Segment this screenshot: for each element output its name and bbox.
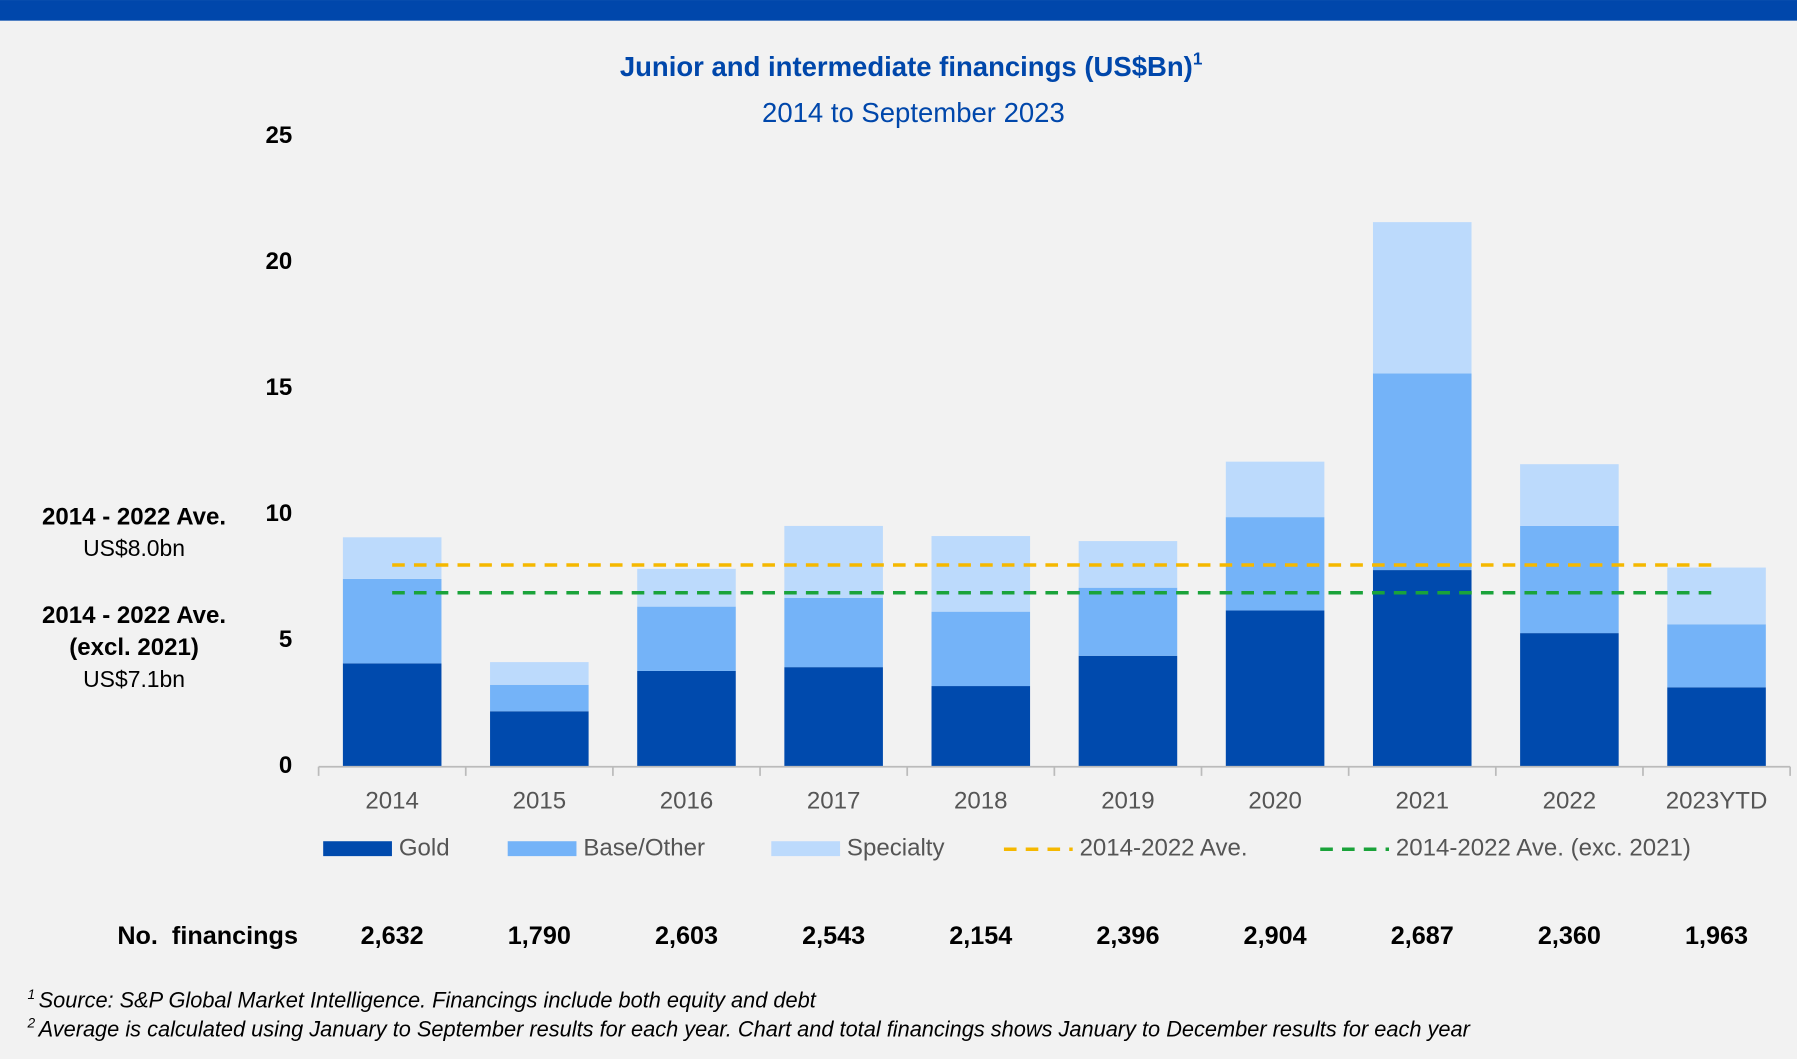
bar-segment bbox=[1520, 464, 1619, 526]
bar-segment bbox=[1520, 525, 1619, 634]
bar-segment bbox=[637, 670, 736, 767]
bar-segment bbox=[1078, 587, 1178, 656]
x-tick-label: 2023YTD bbox=[1666, 788, 1768, 815]
annotation-value: US$8.0bn bbox=[83, 535, 185, 561]
bar-segment bbox=[1078, 655, 1178, 767]
legend-label: 2014-2022 Ave. bbox=[1080, 835, 1248, 862]
financing-count: 1,963 bbox=[1685, 922, 1748, 950]
top-band bbox=[0, 0, 1797, 21]
x-tick-label: 2019 bbox=[1101, 788, 1155, 815]
y-tick-label: 0 bbox=[279, 752, 292, 779]
financing-count: 2,687 bbox=[1391, 922, 1454, 950]
footnote-text: Source: S&P Global Market Intelligence. … bbox=[39, 987, 817, 1012]
financing-count: 2,904 bbox=[1244, 922, 1307, 950]
annotation-title: 2014 - 2022 Ave. bbox=[42, 503, 226, 530]
bar-segment bbox=[342, 537, 442, 579]
annotation-title: (excl. 2021) bbox=[69, 634, 199, 661]
bar-segment bbox=[1372, 373, 1472, 571]
title-text: Junior and intermediate financings (US$B… bbox=[620, 51, 1193, 82]
footnote-text: Average is calculated using January to S… bbox=[37, 1016, 1471, 1041]
legend-swatch bbox=[771, 841, 841, 857]
x-tick-label: 2022 bbox=[1543, 788, 1597, 815]
x-tick-label: 2016 bbox=[660, 788, 714, 815]
y-tick-label: 10 bbox=[265, 500, 292, 527]
footnote-marker: 2 bbox=[27, 1015, 36, 1030]
annotation-value: US$7.1bn bbox=[83, 666, 185, 692]
bar-segment bbox=[1667, 624, 1766, 688]
bar-segment bbox=[1225, 610, 1325, 767]
x-tick-label: 2021 bbox=[1395, 788, 1449, 815]
bar-segment bbox=[1520, 633, 1619, 767]
bar-segment bbox=[1667, 687, 1766, 767]
legend-swatch bbox=[507, 841, 577, 857]
x-tick-label: 2014 bbox=[365, 788, 419, 815]
bar-segment bbox=[637, 568, 736, 607]
bar-segment bbox=[784, 597, 883, 668]
y-tick-label: 15 bbox=[265, 374, 292, 401]
legend-label: Gold bbox=[399, 835, 450, 862]
x-tick-label: 2015 bbox=[513, 788, 567, 815]
y-tick-label: 20 bbox=[265, 248, 292, 275]
legend-label: Specialty bbox=[847, 835, 945, 862]
financing-count: 2,632 bbox=[361, 922, 424, 950]
footnote: 2 Average is calculated using January to … bbox=[27, 1015, 1471, 1041]
bar-segment bbox=[1372, 570, 1472, 767]
bar-segment bbox=[1372, 222, 1472, 374]
bar-segment bbox=[490, 662, 589, 685]
financing-count: 1,790 bbox=[508, 922, 571, 950]
footnote: 1 Source: S&P Global Market Intelligence.… bbox=[28, 986, 817, 1012]
financing-count: 2,603 bbox=[655, 922, 718, 950]
footnote-marker: 1 bbox=[28, 986, 36, 1001]
legend-label: Base/Other bbox=[583, 835, 705, 862]
financing-count: 2,360 bbox=[1538, 922, 1601, 950]
bar-segment bbox=[784, 667, 883, 767]
bar-segment bbox=[490, 711, 589, 767]
bar-segment bbox=[1225, 461, 1325, 518]
x-tick-label: 2017 bbox=[807, 788, 861, 815]
chart-title: Junior and intermediate financings (US$B… bbox=[620, 48, 1203, 82]
bar-segment bbox=[784, 525, 883, 598]
x-tick-label: 2020 bbox=[1248, 788, 1302, 815]
financing-count: 2,396 bbox=[1096, 922, 1159, 950]
annotation-title: 2014 - 2022 Ave. bbox=[42, 602, 226, 629]
legend-label: 2014-2022 Ave. (exc. 2021) bbox=[1396, 835, 1691, 862]
bar-segment bbox=[1667, 567, 1766, 625]
bar-segment bbox=[637, 606, 736, 671]
bar-segment bbox=[931, 611, 1031, 687]
y-tick-label: 25 bbox=[265, 122, 292, 149]
x-tick-label: 2018 bbox=[954, 788, 1008, 815]
financings-label: No. financings bbox=[117, 922, 298, 950]
bar-segment bbox=[342, 663, 442, 767]
chart-subtitle: 2014 to September 2023 bbox=[762, 97, 1065, 128]
bar-segment bbox=[490, 684, 589, 712]
legend-swatch bbox=[323, 841, 392, 857]
financing-count: 2,543 bbox=[802, 922, 865, 950]
bar-segment bbox=[931, 536, 1031, 612]
bar-segment bbox=[931, 686, 1031, 767]
y-tick-label: 5 bbox=[279, 626, 292, 653]
title-marker: 1 bbox=[1193, 48, 1203, 68]
financing-count: 2,154 bbox=[949, 922, 1012, 950]
